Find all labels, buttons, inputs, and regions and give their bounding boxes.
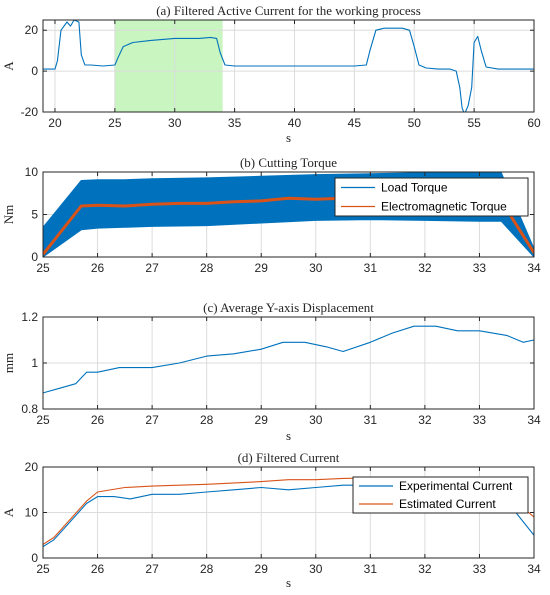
x-tick-label: 26 — [91, 261, 105, 275]
highlight-region — [114, 20, 223, 112]
series-group — [43, 20, 534, 112]
x-tick-label: 33 — [473, 562, 487, 576]
y-tick-label: 0 — [31, 250, 38, 264]
chart-title: (b) Cutting Torque — [240, 155, 337, 170]
x-tick-label: 25 — [108, 116, 122, 130]
y-tick-label: 5 — [31, 208, 38, 222]
chart-title: (c) Average Y-axis Displacement — [203, 300, 374, 315]
x-tick-label: 35 — [228, 116, 242, 130]
y-axis-label: A — [1, 61, 16, 71]
legend: Load Torque Electromagnetic Torque — [334, 177, 529, 217]
x-tick-label: 28 — [200, 562, 214, 576]
x-tick-label: 25 — [36, 413, 50, 427]
series-line-1 — [43, 325, 534, 394]
y-tick-label: 1 — [31, 356, 38, 370]
y-axis-label: mm — [1, 353, 16, 373]
chart-title: (d) Filtered Current — [238, 450, 340, 465]
y-axis-label: A — [1, 507, 16, 517]
x-tick-label: 27 — [145, 413, 159, 427]
series-group — [43, 325, 534, 394]
y-tick-label: -20 — [21, 105, 39, 119]
x-tick-label: 60 — [527, 116, 541, 130]
x-axis-label: s — [286, 575, 291, 590]
x-tick-label: 32 — [418, 413, 432, 427]
x-tick-label: 34 — [527, 413, 541, 427]
panel-2: 25 26 27 28 29 30 31 32 33 34 0 5 10 (b) Cutting Torq… — [1, 155, 541, 275]
x-tick-label: 27 — [145, 261, 159, 275]
x-tick-label: 28 — [200, 413, 214, 427]
x-tick-label: 30 — [309, 413, 323, 427]
y-tick-label: 20 — [25, 23, 39, 37]
x-tick-label: 32 — [418, 261, 432, 275]
legend-label: Estimated Current — [399, 497, 496, 511]
x-tick-label: 25 — [36, 562, 50, 576]
x-tick-label: 20 — [48, 116, 62, 130]
legend-label: Electromagnetic Torque — [381, 200, 507, 214]
legend-label: Experimental Current — [399, 479, 513, 493]
x-tick-label: 28 — [200, 261, 214, 275]
x-tick-label: 32 — [418, 562, 432, 576]
x-tick-label: 27 — [145, 562, 159, 576]
x-tick-label: 31 — [364, 413, 378, 427]
y-tick-label: 0 — [31, 551, 38, 565]
legend: Experimental Current Estimated Current — [352, 476, 529, 514]
y-tick-label: 10 — [25, 506, 39, 520]
x-tick-label: 30 — [309, 562, 323, 576]
x-tick-label: 31 — [364, 562, 378, 576]
x-tick-label: 31 — [364, 261, 378, 275]
axes-box — [42, 19, 535, 113]
x-tick-label: 29 — [255, 562, 269, 576]
x-tick-label: 55 — [467, 116, 481, 130]
y-tick-label: 1.2 — [21, 310, 38, 324]
x-tick-label: 33 — [473, 261, 487, 275]
x-tick-label: 50 — [408, 116, 422, 130]
legend-label: Load Torque — [381, 181, 448, 195]
x-tick-label: 30 — [168, 116, 182, 130]
x-tick-label: 30 — [309, 261, 323, 275]
x-tick-label: 26 — [91, 413, 105, 427]
legend-box — [334, 177, 529, 217]
chart-title: (a) Filtered Active Current for the work… — [156, 3, 421, 18]
x-axis-label: s — [286, 428, 291, 443]
legend-box — [352, 476, 529, 514]
x-tick-label: 29 — [255, 261, 269, 275]
x-tick-label: 34 — [527, 261, 541, 275]
y-tick-label: 0.8 — [21, 402, 38, 416]
panel-4: 25 26 27 28 29 30 31 32 33 34 0 10 20 (d) Filtered Cu… — [1, 450, 541, 590]
x-tick-label: 33 — [473, 413, 487, 427]
x-tick-label: 34 — [527, 562, 541, 576]
x-tick-label: 40 — [288, 116, 302, 130]
x-tick-label: 29 — [255, 413, 269, 427]
panel-3: 25 26 27 28 29 30 31 32 33 34 0.8 1 1.2 (c) Average Y… — [1, 300, 541, 443]
y-tick-label: 0 — [31, 64, 38, 78]
y-tick-label: 10 — [25, 165, 39, 179]
panel-1: 20 25 30 35 40 45 50 55 60 -20 0 20 (a) Filtered Act… — [1, 3, 541, 145]
x-tick-label: 45 — [348, 116, 362, 130]
x-tick-label: 26 — [91, 562, 105, 576]
x-tick-label: 25 — [36, 261, 50, 275]
y-tick-label: 20 — [25, 460, 39, 474]
y-axis-label: Nm — [1, 205, 16, 225]
x-axis-label: s — [286, 130, 291, 145]
series-line-1 — [43, 20, 534, 112]
